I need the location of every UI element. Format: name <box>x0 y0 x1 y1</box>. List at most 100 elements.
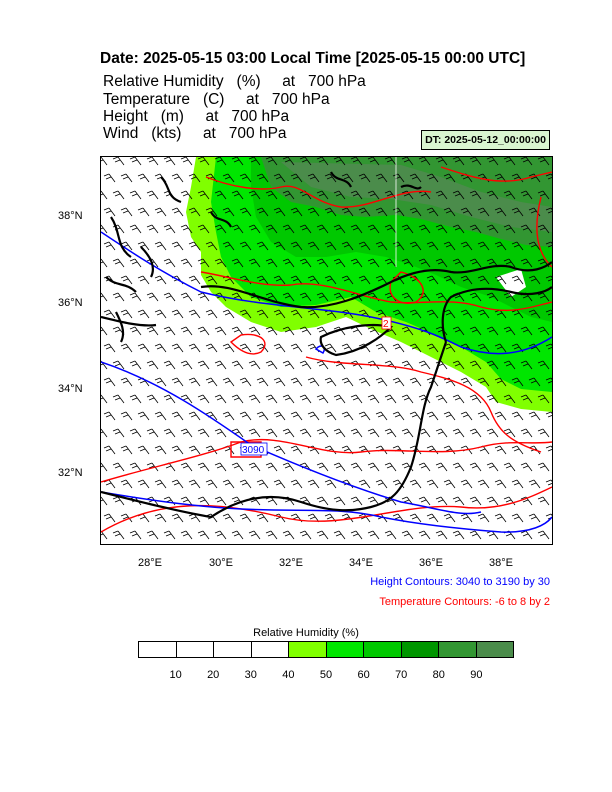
field-level: 700 hPa <box>308 73 366 90</box>
wind-barb <box>477 275 490 285</box>
wind-barb <box>486 462 499 472</box>
wind-barb <box>494 275 507 285</box>
wind-barb <box>545 411 552 418</box>
wind-barb <box>299 292 312 302</box>
height-contour <box>101 491 552 533</box>
wind-barb <box>137 411 150 421</box>
coast-africa <box>101 341 448 519</box>
wind-barb <box>171 479 184 489</box>
wind-barb <box>248 394 261 404</box>
wind-barb <box>452 360 465 370</box>
wind-barb <box>384 360 397 370</box>
wind-barb <box>146 530 159 540</box>
wind-barb <box>307 173 320 183</box>
wind-barb <box>239 343 252 353</box>
wind-barb <box>375 411 388 421</box>
wind-barb <box>392 411 405 421</box>
lon-label: 38°E <box>489 557 513 569</box>
wind-barb <box>171 207 184 217</box>
wind-barb <box>409 309 422 319</box>
wind-barb <box>443 173 456 183</box>
wind-barb <box>443 275 456 285</box>
wind-barb <box>358 411 371 421</box>
wind-barb <box>214 326 227 336</box>
wind-barb <box>273 173 286 183</box>
colorbar-label: 10 <box>169 669 182 681</box>
wind-barb <box>129 292 142 302</box>
coast-aegean-islands <box>105 171 422 343</box>
wind-barb <box>418 224 431 234</box>
wind-barb <box>452 190 465 200</box>
wind-barb <box>101 157 108 166</box>
wind-barb <box>154 445 167 455</box>
wind-barb <box>137 479 150 489</box>
wind-barb <box>222 343 235 353</box>
wind-barb <box>205 343 218 353</box>
wind-barb <box>180 530 193 540</box>
wind-barb <box>392 343 405 353</box>
wind-barb <box>477 377 490 387</box>
wind-barb <box>367 530 380 540</box>
wind-barb <box>401 292 414 302</box>
wind-barb <box>324 241 337 251</box>
field-level: 700 hPa <box>231 108 290 125</box>
wind-barb <box>528 309 541 319</box>
wind-barb <box>528 377 541 387</box>
wind-barb <box>443 513 456 523</box>
wind-barb <box>265 190 278 200</box>
wind-barb <box>205 241 218 251</box>
field-line-wind: Wind (kts) at 700 hPa <box>103 125 287 143</box>
wind-barb <box>273 479 286 489</box>
wind-barb <box>180 190 193 200</box>
wind-barb <box>248 326 261 336</box>
wind-barb <box>511 411 524 421</box>
wind-barb <box>418 258 431 268</box>
wind-barb <box>282 530 295 540</box>
wind-barb <box>367 428 380 438</box>
wind-barb <box>112 462 125 472</box>
wind-barb <box>435 292 448 302</box>
temperature-contour <box>229 333 266 355</box>
wind-barb <box>316 224 329 234</box>
wind-barb <box>103 173 116 183</box>
wind-barb <box>528 275 541 285</box>
wind-barb <box>103 513 116 523</box>
wind-barb <box>520 530 533 540</box>
temp-label-box <box>381 316 392 330</box>
wind-barb <box>290 479 303 489</box>
wind-barb <box>146 224 159 234</box>
wind-barb <box>537 462 550 472</box>
wind-barb <box>511 207 524 217</box>
wind-barb <box>290 241 303 251</box>
wind-barb <box>367 224 380 234</box>
wind-barb <box>214 360 227 370</box>
wind-barb <box>256 377 269 387</box>
wind-barb <box>214 157 227 166</box>
temperature-contour <box>101 438 552 483</box>
wind-barb <box>341 207 354 217</box>
wind-barb <box>222 513 235 523</box>
colorbar-box <box>364 642 402 657</box>
wind-barb <box>545 207 552 214</box>
wind-barb <box>265 394 278 404</box>
wind-barb <box>171 513 184 523</box>
wind-barb <box>101 496 108 506</box>
wind-barb <box>231 157 244 166</box>
lat-label: 38°N <box>58 210 83 222</box>
wind-barb <box>120 445 133 455</box>
wind-barb <box>248 157 261 166</box>
wind-barb <box>112 496 125 506</box>
wind-barb <box>265 360 278 370</box>
wind-barb <box>537 190 550 200</box>
wind-barb <box>528 207 541 217</box>
wind-barb <box>443 445 456 455</box>
wind-barb <box>112 190 125 200</box>
wind-barb <box>409 377 422 387</box>
wind-barb <box>273 309 286 319</box>
wind-barb <box>528 411 541 421</box>
wind-barb <box>511 173 524 183</box>
wind-barb <box>180 157 193 166</box>
wind-barb <box>231 258 244 268</box>
wind-barb <box>494 207 507 217</box>
wind-barb <box>180 258 193 268</box>
